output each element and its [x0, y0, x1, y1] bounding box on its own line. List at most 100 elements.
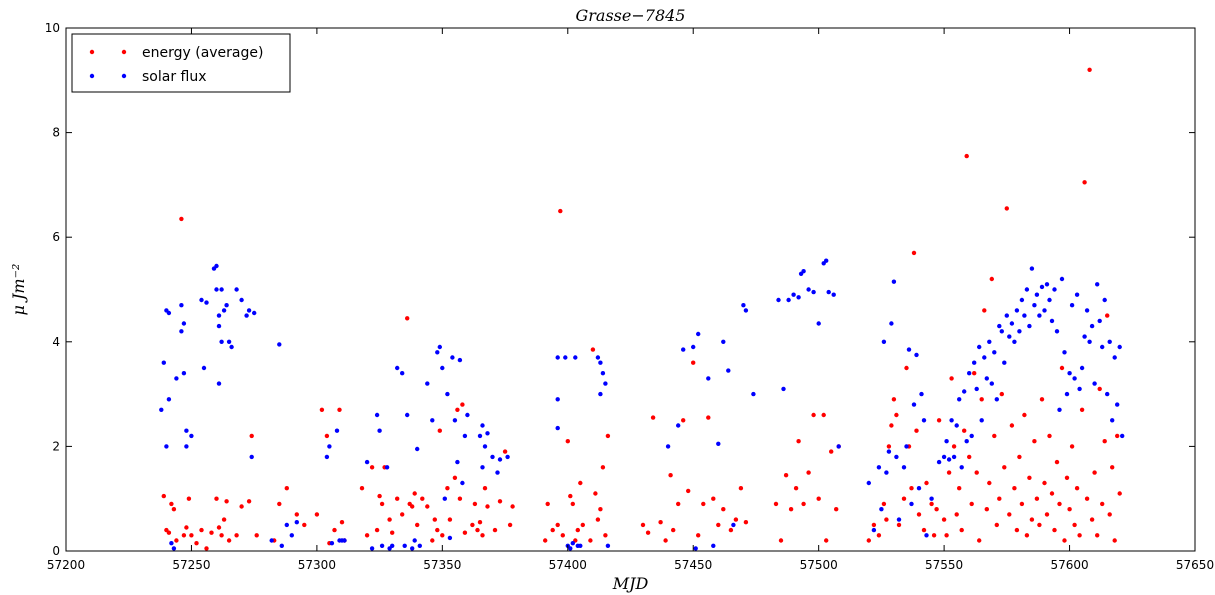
data-point [1115, 402, 1120, 407]
data-point [1002, 465, 1007, 470]
data-point [831, 292, 836, 297]
data-point [405, 316, 410, 321]
data-point [967, 371, 972, 376]
data-point [216, 525, 222, 530]
data-point [829, 449, 834, 454]
data-point [796, 295, 801, 300]
legend-dot [121, 49, 127, 55]
data-point [477, 520, 483, 525]
legend-marker-energy [89, 49, 127, 55]
data-point [543, 538, 548, 543]
data-point [1039, 284, 1045, 290]
data-point [1082, 334, 1087, 339]
data-point [959, 527, 964, 533]
x-tick-label: 57400 [549, 558, 587, 572]
data-point [663, 538, 668, 543]
data-point [1012, 339, 1017, 344]
data-point [204, 546, 209, 551]
data-point [1049, 491, 1055, 496]
data-point [1057, 407, 1062, 412]
data-point [169, 501, 174, 507]
data-point [665, 444, 671, 449]
data-point [573, 355, 578, 360]
data-point [495, 470, 500, 475]
data-point [480, 533, 485, 538]
data-point [962, 428, 967, 433]
data-point [400, 371, 405, 376]
data-point [1024, 287, 1030, 292]
data-point [204, 300, 209, 305]
data-point [364, 533, 370, 538]
data-point [911, 402, 917, 407]
axis-ticks: 57200 57250 57300 57350 57400 57450 57500 57550… [45, 21, 1214, 572]
data-point [801, 501, 806, 507]
data-point [580, 522, 585, 528]
data-point [390, 543, 395, 548]
data-point [944, 533, 949, 538]
data-point [1097, 386, 1102, 392]
data-point [600, 371, 606, 376]
data-point [984, 376, 989, 381]
data-point [184, 444, 189, 449]
data-point [974, 470, 979, 475]
series-energy [161, 67, 1122, 551]
data-point [1027, 323, 1032, 329]
data-point [277, 342, 282, 347]
data-point [721, 339, 726, 344]
data-point [1089, 323, 1095, 329]
data-point [510, 504, 515, 509]
legend: energy (average) solar flux [71, 33, 291, 93]
data-point [279, 543, 284, 548]
data-point [1057, 501, 1062, 507]
data-point [216, 381, 222, 386]
data-point [171, 546, 177, 551]
data-point [189, 433, 194, 439]
data-point [1062, 538, 1067, 543]
data-point [691, 360, 696, 365]
data-point [402, 543, 407, 548]
data-point [1082, 180, 1087, 185]
data-point [999, 391, 1004, 397]
data-point [650, 415, 656, 420]
data-point [992, 433, 997, 439]
data-point [455, 459, 460, 465]
data-point [1034, 496, 1040, 501]
data-point [946, 457, 952, 462]
data-point [219, 339, 224, 344]
data-point [951, 444, 957, 449]
data-point [821, 412, 826, 418]
data-point [691, 344, 696, 350]
data-point [425, 504, 430, 509]
data-point [460, 480, 465, 486]
data-point [668, 473, 673, 478]
data-point [706, 376, 711, 381]
data-point [964, 439, 969, 444]
data-point [269, 538, 274, 543]
data-point [432, 517, 437, 522]
data-point [244, 313, 249, 318]
data-point [1102, 439, 1107, 444]
data-point [379, 501, 385, 507]
data-point [221, 517, 227, 522]
data-point [169, 541, 174, 546]
y-tick-label: 0 [52, 544, 60, 558]
data-point [377, 428, 382, 433]
x-tick-label: 57200 [47, 558, 85, 572]
data-point [550, 527, 555, 533]
data-point [1022, 313, 1027, 318]
data-point [588, 538, 593, 543]
data-point [400, 512, 405, 517]
data-point [743, 520, 749, 525]
data-point [743, 308, 749, 313]
y-tick-label: 2 [52, 439, 60, 453]
data-point [415, 522, 420, 528]
data-point [773, 501, 779, 507]
data-point [1029, 517, 1035, 522]
data-point [254, 533, 259, 538]
data-point [728, 527, 734, 533]
data-point [1110, 418, 1115, 423]
data-point [1107, 339, 1112, 344]
data-point [595, 355, 601, 360]
data-point [989, 276, 994, 282]
